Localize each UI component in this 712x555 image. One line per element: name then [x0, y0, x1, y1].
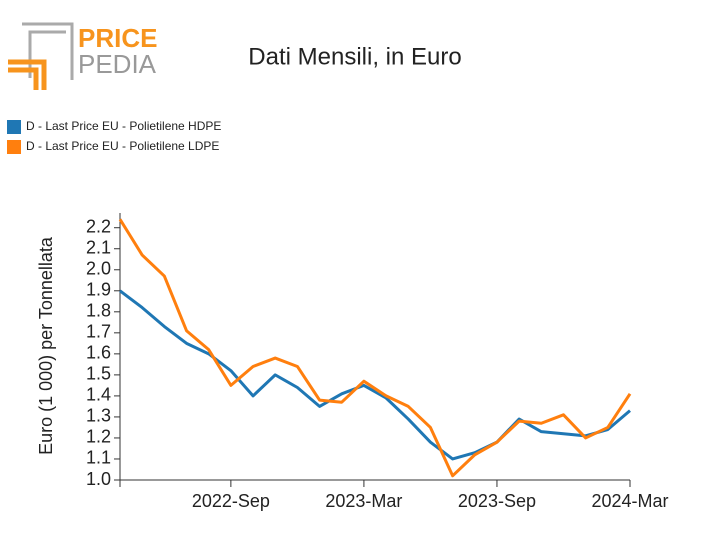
y-tick-label: 2.1 [86, 237, 111, 257]
y-tick-label: 1.2 [86, 427, 111, 447]
y-tick-label: 1.7 [86, 322, 111, 342]
logo-mark-orange [8, 59, 47, 90]
series-line [118, 218, 632, 478]
y-tick-label: 2.2 [86, 216, 111, 236]
logo: PRICE PEDIA [8, 22, 157, 90]
logo-text: PRICE [78, 23, 157, 53]
legend-swatch [7, 140, 21, 154]
y-tick-label: 1.9 [86, 280, 111, 300]
x-tick-label: 2024-Mar [591, 491, 668, 511]
y-tick-label: 1.4 [86, 385, 111, 405]
x-tick-label: 2022-Sep [192, 491, 270, 511]
y-tick-label: 1.8 [86, 301, 111, 321]
y-tick-label: 1.6 [86, 343, 111, 363]
y-axis-label: Euro (1 000) per Tonnellata [36, 236, 56, 455]
legend-label: D - Last Price EU - Polietilene HDPE [26, 119, 221, 133]
y-tick-label: 1.3 [86, 406, 111, 426]
x-tick-label: 2023-Sep [458, 491, 536, 511]
legend-label: D - Last Price EU - Polietilene LDPE [26, 139, 219, 153]
chart-title: Dati Mensili, in Euro [248, 43, 461, 70]
y-tick-label: 1.0 [86, 469, 111, 489]
y-tick-label: 2.0 [86, 259, 111, 279]
series-line [119, 289, 631, 461]
y-tick-label: 1.5 [86, 364, 111, 384]
y-tick-label: 1.1 [86, 448, 111, 468]
x-tick-label: 2023-Mar [325, 491, 402, 511]
legend-swatch [7, 120, 21, 134]
logo-text: PEDIA [78, 49, 157, 79]
